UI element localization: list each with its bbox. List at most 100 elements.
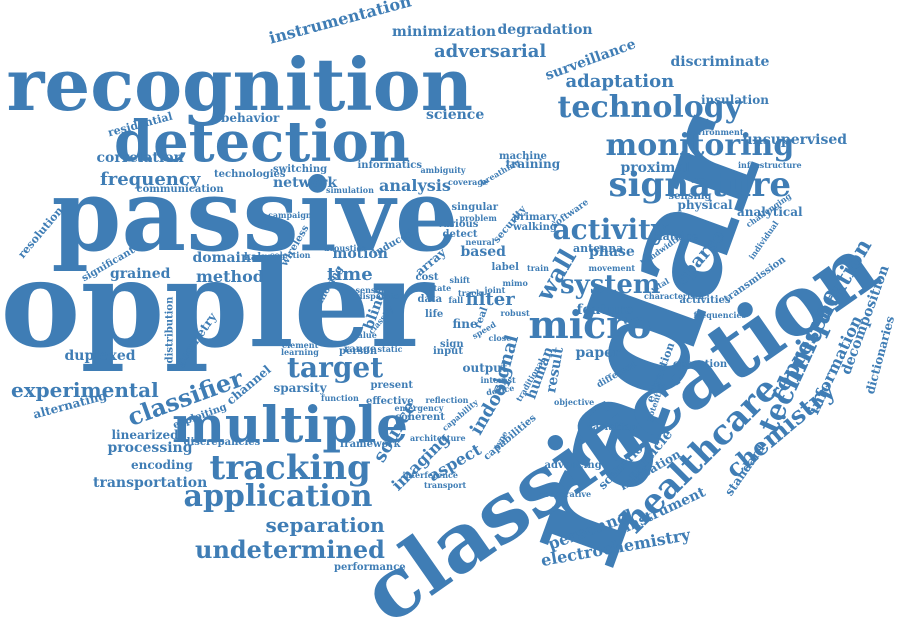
word-transport: transport	[424, 480, 467, 490]
word-based: based	[460, 244, 506, 260]
word-passive: passive	[51, 156, 459, 274]
word-kalman: kalman	[244, 252, 286, 263]
word-sign: sign	[440, 339, 464, 350]
word-time: time	[327, 264, 373, 285]
word-insulation: insulation	[701, 93, 769, 107]
word-interference: interference	[402, 470, 458, 480]
word-joint: joint	[484, 285, 506, 295]
word-feature: feature	[576, 302, 634, 318]
word-recognition: recognition	[6, 42, 474, 127]
word-machine: machine	[499, 151, 547, 162]
word-duplexed: duplexed	[64, 348, 136, 364]
word-reflection: reflection	[425, 395, 469, 405]
word-detection: detection	[114, 109, 410, 175]
word-simulation: simulation	[326, 185, 374, 195]
word-unsupervised: unsupervised	[742, 132, 848, 148]
word-analysis: analysis	[379, 176, 451, 195]
word-environment: environment	[686, 127, 744, 137]
word-cooperative: cooperative	[539, 489, 592, 499]
word-characteristic: characteristic	[644, 291, 707, 301]
word-fine: fine	[452, 317, 478, 331]
word-frequency: frequency	[100, 169, 201, 190]
word-input: input	[433, 346, 463, 357]
word-discrepancies: discrepancies	[183, 437, 261, 448]
word-architecture: architecture	[410, 433, 466, 443]
word-distribution: distribution	[163, 296, 175, 364]
word-analytical: analytical	[737, 205, 803, 219]
word-discriminate: discriminate	[670, 54, 770, 70]
word-minimization: minimization	[392, 24, 497, 40]
word-life: life	[425, 309, 444, 320]
word-behavior: behavior	[221, 111, 280, 125]
word-method: method	[196, 267, 264, 286]
word-technologies: technologies	[214, 169, 286, 180]
word-movement: movement	[588, 263, 636, 273]
word-coherent: coherent	[395, 412, 445, 423]
word-primary: primary	[513, 212, 558, 223]
word-person: person	[339, 346, 378, 357]
word-micro: micro	[528, 302, 652, 347]
word-linearized: linearized	[111, 428, 179, 442]
word-grained: grained	[110, 266, 171, 282]
word-ambiguity: ambiguity	[420, 165, 466, 175]
word-tracking: tracking	[209, 448, 371, 488]
word-multiple: multiple	[172, 395, 409, 454]
word-sensor: sensor	[355, 285, 385, 295]
word-present: present	[370, 380, 414, 391]
word-function: function	[321, 393, 359, 403]
word-emergency: emergency	[394, 403, 444, 413]
word-adversarial: adversarial	[434, 41, 547, 62]
word-fall: fall	[448, 295, 464, 305]
word-framework: framework	[340, 439, 401, 450]
word-sparsity: sparsity	[273, 381, 327, 395]
word-disparate: disparate	[357, 291, 400, 301]
word-data: data	[417, 294, 443, 305]
word-doppler: doppler	[0, 234, 434, 375]
word-problem: problem	[459, 213, 497, 223]
word-signature: signature	[608, 165, 792, 205]
word-phase: phase	[589, 244, 635, 260]
word-processing: processing	[107, 440, 193, 456]
word-coverage: coverage	[448, 177, 489, 187]
word-output: output	[462, 361, 508, 375]
word-activities: activities	[679, 295, 731, 306]
word-robust: robust	[500, 308, 530, 318]
word-adaptation: adaptation	[565, 71, 675, 92]
word-state: state	[429, 283, 452, 293]
word-degradation: degradation	[497, 22, 593, 38]
word-selection: selection	[270, 250, 311, 260]
word-close: close	[488, 333, 512, 343]
word-application: application	[183, 479, 373, 514]
word-antenna: antenna	[573, 241, 624, 255]
word-walking: walking	[513, 222, 557, 233]
word-transportation: transportation	[93, 475, 208, 491]
word-sensing: sensing	[668, 191, 712, 202]
word-communication: communication	[136, 184, 224, 195]
word-train: train	[527, 263, 549, 273]
word-infrastructure: infrastructure	[738, 160, 802, 170]
word-campaign: campaign	[268, 210, 312, 220]
word-effective: effective	[366, 396, 414, 407]
word-motion: motion	[332, 246, 388, 262]
word-domain: domain	[192, 250, 252, 266]
word-interest: interest	[480, 375, 516, 385]
word-static: static	[377, 344, 403, 354]
word-detect: detect	[442, 229, 478, 240]
word-shift: shift	[449, 275, 471, 285]
word-technology: technology	[557, 90, 743, 125]
word-matrice: matrice	[651, 229, 699, 243]
word-label: label	[491, 262, 519, 273]
word-monitoring: monitoring	[605, 128, 795, 163]
word-informatics: informatics	[357, 160, 423, 171]
word-target: target	[287, 351, 384, 384]
word-paper: paper	[575, 345, 621, 361]
word-range: range	[344, 344, 377, 355]
word-proximal: proximal	[620, 160, 690, 176]
word-frequencies: frequencies	[693, 310, 747, 320]
word-performance: performance	[334, 562, 406, 573]
word-encoding: encoding	[131, 458, 193, 472]
word-undetermined: undetermined	[195, 535, 385, 564]
word-element: element	[282, 340, 319, 350]
word-acoustics: acoustics	[324, 243, 366, 253]
